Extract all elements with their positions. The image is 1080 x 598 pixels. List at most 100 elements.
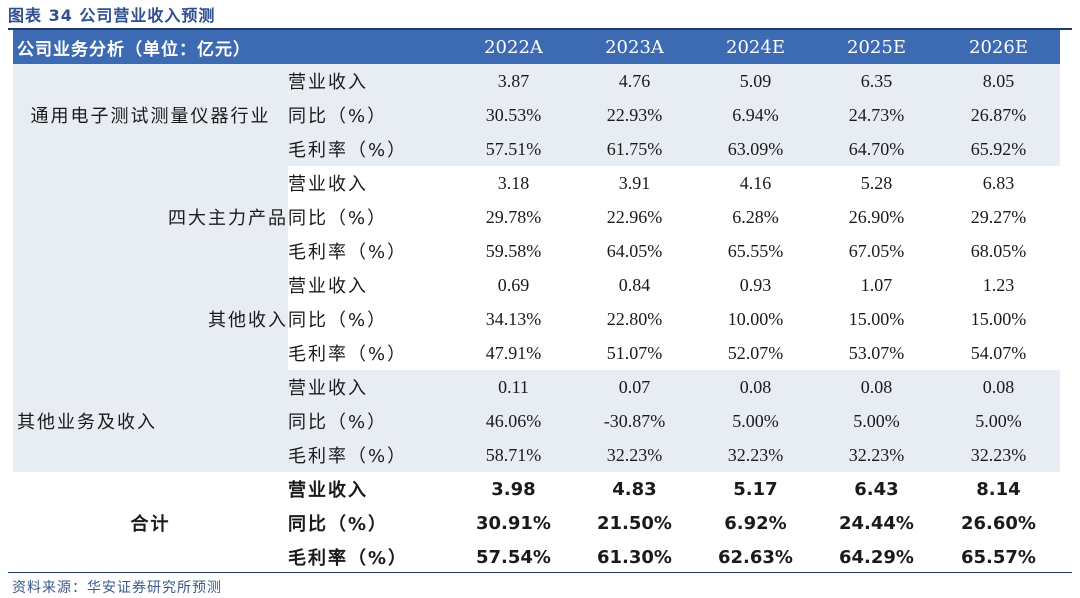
value-cell: 57.54% xyxy=(453,540,574,574)
segment-label: 其他收入 xyxy=(13,268,288,370)
table-row: 其他业务及收入 营业收入 0.11 0.07 0.08 0.08 0.08 xyxy=(13,370,1060,472)
value-cell: 30.91% xyxy=(453,506,574,540)
metric-label: 营业收入 xyxy=(288,370,453,404)
value-cell: 0.84 xyxy=(574,268,695,302)
value-cell: 3.98 xyxy=(453,472,574,506)
value-cell: 22.96% xyxy=(574,200,695,234)
header-label: 公司业务分析（单位：亿元） xyxy=(13,30,453,64)
value-cell: 10.00% xyxy=(695,302,816,336)
value-cell: 58.71% xyxy=(453,438,574,472)
value-cell: 0.08 xyxy=(695,370,816,404)
table-row: 毛利率（%） 57.54% 61.30% 62.63% 64.29% 65.57… xyxy=(13,540,1060,574)
metric-label: 毛利率（%） xyxy=(288,540,453,574)
segment-label: 四大主力产品 xyxy=(13,166,288,268)
table-row: 同比（%） 29.78% 22.96% 6.28% 26.90% 29.27% xyxy=(13,200,1060,234)
value-cell: 15.00% xyxy=(937,302,1060,336)
value-cell: 62.63% xyxy=(695,540,816,574)
value-cell: 24.44% xyxy=(816,506,937,540)
value-cell: 0.07 xyxy=(574,370,695,404)
value-cell: 52.07% xyxy=(695,336,816,370)
year-header: 2024E xyxy=(695,30,816,64)
value-cell: 65.92% xyxy=(937,132,1060,166)
table-row: 毛利率（%） 58.71% 32.23% 32.23% 32.23% 32.23… xyxy=(13,438,1060,472)
value-cell: 65.57% xyxy=(937,540,1060,574)
table-row: 其他收入 营业收入 0.69 0.84 0.93 1.07 1.23 xyxy=(13,268,1060,370)
value-cell: 0.69 xyxy=(453,268,574,302)
value-cell: 46.06% xyxy=(453,404,574,438)
value-cell: 22.80% xyxy=(574,302,695,336)
value-cell: 4.76 xyxy=(574,64,695,98)
value-cell: 3.87 xyxy=(453,64,574,98)
metric-label: 同比（%） xyxy=(288,200,453,234)
value-cell: 1.23 xyxy=(937,268,1060,302)
value-cell: 61.30% xyxy=(574,540,695,574)
value-cell: 61.75% xyxy=(574,132,695,166)
table-row: 同比（%） 46.06% -30.87% 5.00% 5.00% 5.00% xyxy=(13,404,1060,438)
value-cell: 4.83 xyxy=(574,472,695,506)
value-cell: 24.73% xyxy=(816,98,937,132)
figure-caption: 图表 34 公司营业收入预测 xyxy=(8,6,216,25)
metric-label: 营业收入 xyxy=(288,268,453,302)
value-cell: 64.70% xyxy=(816,132,937,166)
value-cell: 65.55% xyxy=(695,234,816,268)
value-cell: 53.07% xyxy=(816,336,937,370)
value-cell: 54.07% xyxy=(937,336,1060,370)
forecast-table: 公司业务分析（单位：亿元） 2022A 2023A 2024E 2025E 20… xyxy=(13,30,1060,574)
value-cell: 5.17 xyxy=(695,472,816,506)
segment-other-income: 其他收入 营业收入 0.69 0.84 0.93 1.07 1.23 同比（%）… xyxy=(13,268,1060,370)
value-cell: 6.92% xyxy=(695,506,816,540)
table-row: 毛利率（%） 57.51% 61.75% 63.09% 64.70% 65.92… xyxy=(13,132,1060,166)
value-cell: 0.08 xyxy=(816,370,937,404)
year-header: 2025E xyxy=(816,30,937,64)
bottom-rule xyxy=(8,572,1072,573)
value-cell: 32.23% xyxy=(695,438,816,472)
value-cell: 67.05% xyxy=(816,234,937,268)
value-cell: 29.27% xyxy=(937,200,1060,234)
value-cell: 5.00% xyxy=(695,404,816,438)
value-cell: 63.09% xyxy=(695,132,816,166)
value-cell: 5.00% xyxy=(937,404,1060,438)
value-cell: 51.07% xyxy=(574,336,695,370)
source-note: 资料来源：华安证券研究所预测 xyxy=(12,580,222,596)
value-cell: 57.51% xyxy=(453,132,574,166)
value-cell: 30.53% xyxy=(453,98,574,132)
value-cell: 8.14 xyxy=(937,472,1060,506)
table-row: 同比（%） 30.91% 21.50% 6.92% 24.44% 26.60% xyxy=(13,506,1060,540)
value-cell: 26.60% xyxy=(937,506,1060,540)
value-cell: 6.28% xyxy=(695,200,816,234)
value-cell: 5.09 xyxy=(695,64,816,98)
table-row: 毛利率（%） 59.58% 64.05% 65.55% 67.05% 68.05… xyxy=(13,234,1060,268)
metric-label: 同比（%） xyxy=(288,506,453,540)
top-rule xyxy=(8,28,1072,30)
table-row: 四大主力产品 营业收入 3.18 3.91 4.16 5.28 6.83 xyxy=(13,166,1060,268)
header-row: 公司业务分析（单位：亿元） 2022A 2023A 2024E 2025E 20… xyxy=(13,30,1060,64)
value-cell: 26.90% xyxy=(816,200,937,234)
value-cell: 22.93% xyxy=(574,98,695,132)
value-cell: 6.43 xyxy=(816,472,937,506)
value-cell: 6.35 xyxy=(816,64,937,98)
metric-label: 营业收入 xyxy=(288,166,453,200)
table-row: 通用电子测试测量仪器行业 营业收入 3.87 4.76 5.09 6.35 8.… xyxy=(13,64,1060,166)
value-cell: 3.18 xyxy=(453,166,574,200)
value-cell: 32.23% xyxy=(816,438,937,472)
value-cell: 0.93 xyxy=(695,268,816,302)
metric-label: 毛利率（%） xyxy=(288,336,453,370)
value-cell: 64.05% xyxy=(574,234,695,268)
value-cell: 3.91 xyxy=(574,166,695,200)
value-cell: 5.00% xyxy=(816,404,937,438)
value-cell: 6.83 xyxy=(937,166,1060,200)
value-cell: 0.08 xyxy=(937,370,1060,404)
value-cell: 29.78% xyxy=(453,200,574,234)
segment-other-business: 其他业务及收入 营业收入 0.11 0.07 0.08 0.08 0.08 同比… xyxy=(13,370,1060,472)
value-cell: 6.94% xyxy=(695,98,816,132)
value-cell: 0.11 xyxy=(453,370,574,404)
metric-label: 同比（%） xyxy=(288,98,453,132)
value-cell: 47.91% xyxy=(453,336,574,370)
value-cell: 4.16 xyxy=(695,166,816,200)
metric-label: 同比（%） xyxy=(288,302,453,336)
value-cell: 32.23% xyxy=(574,438,695,472)
value-cell: 1.07 xyxy=(816,268,937,302)
metric-label: 营业收入 xyxy=(288,472,453,506)
value-cell: 64.29% xyxy=(816,540,937,574)
value-cell: 21.50% xyxy=(574,506,695,540)
